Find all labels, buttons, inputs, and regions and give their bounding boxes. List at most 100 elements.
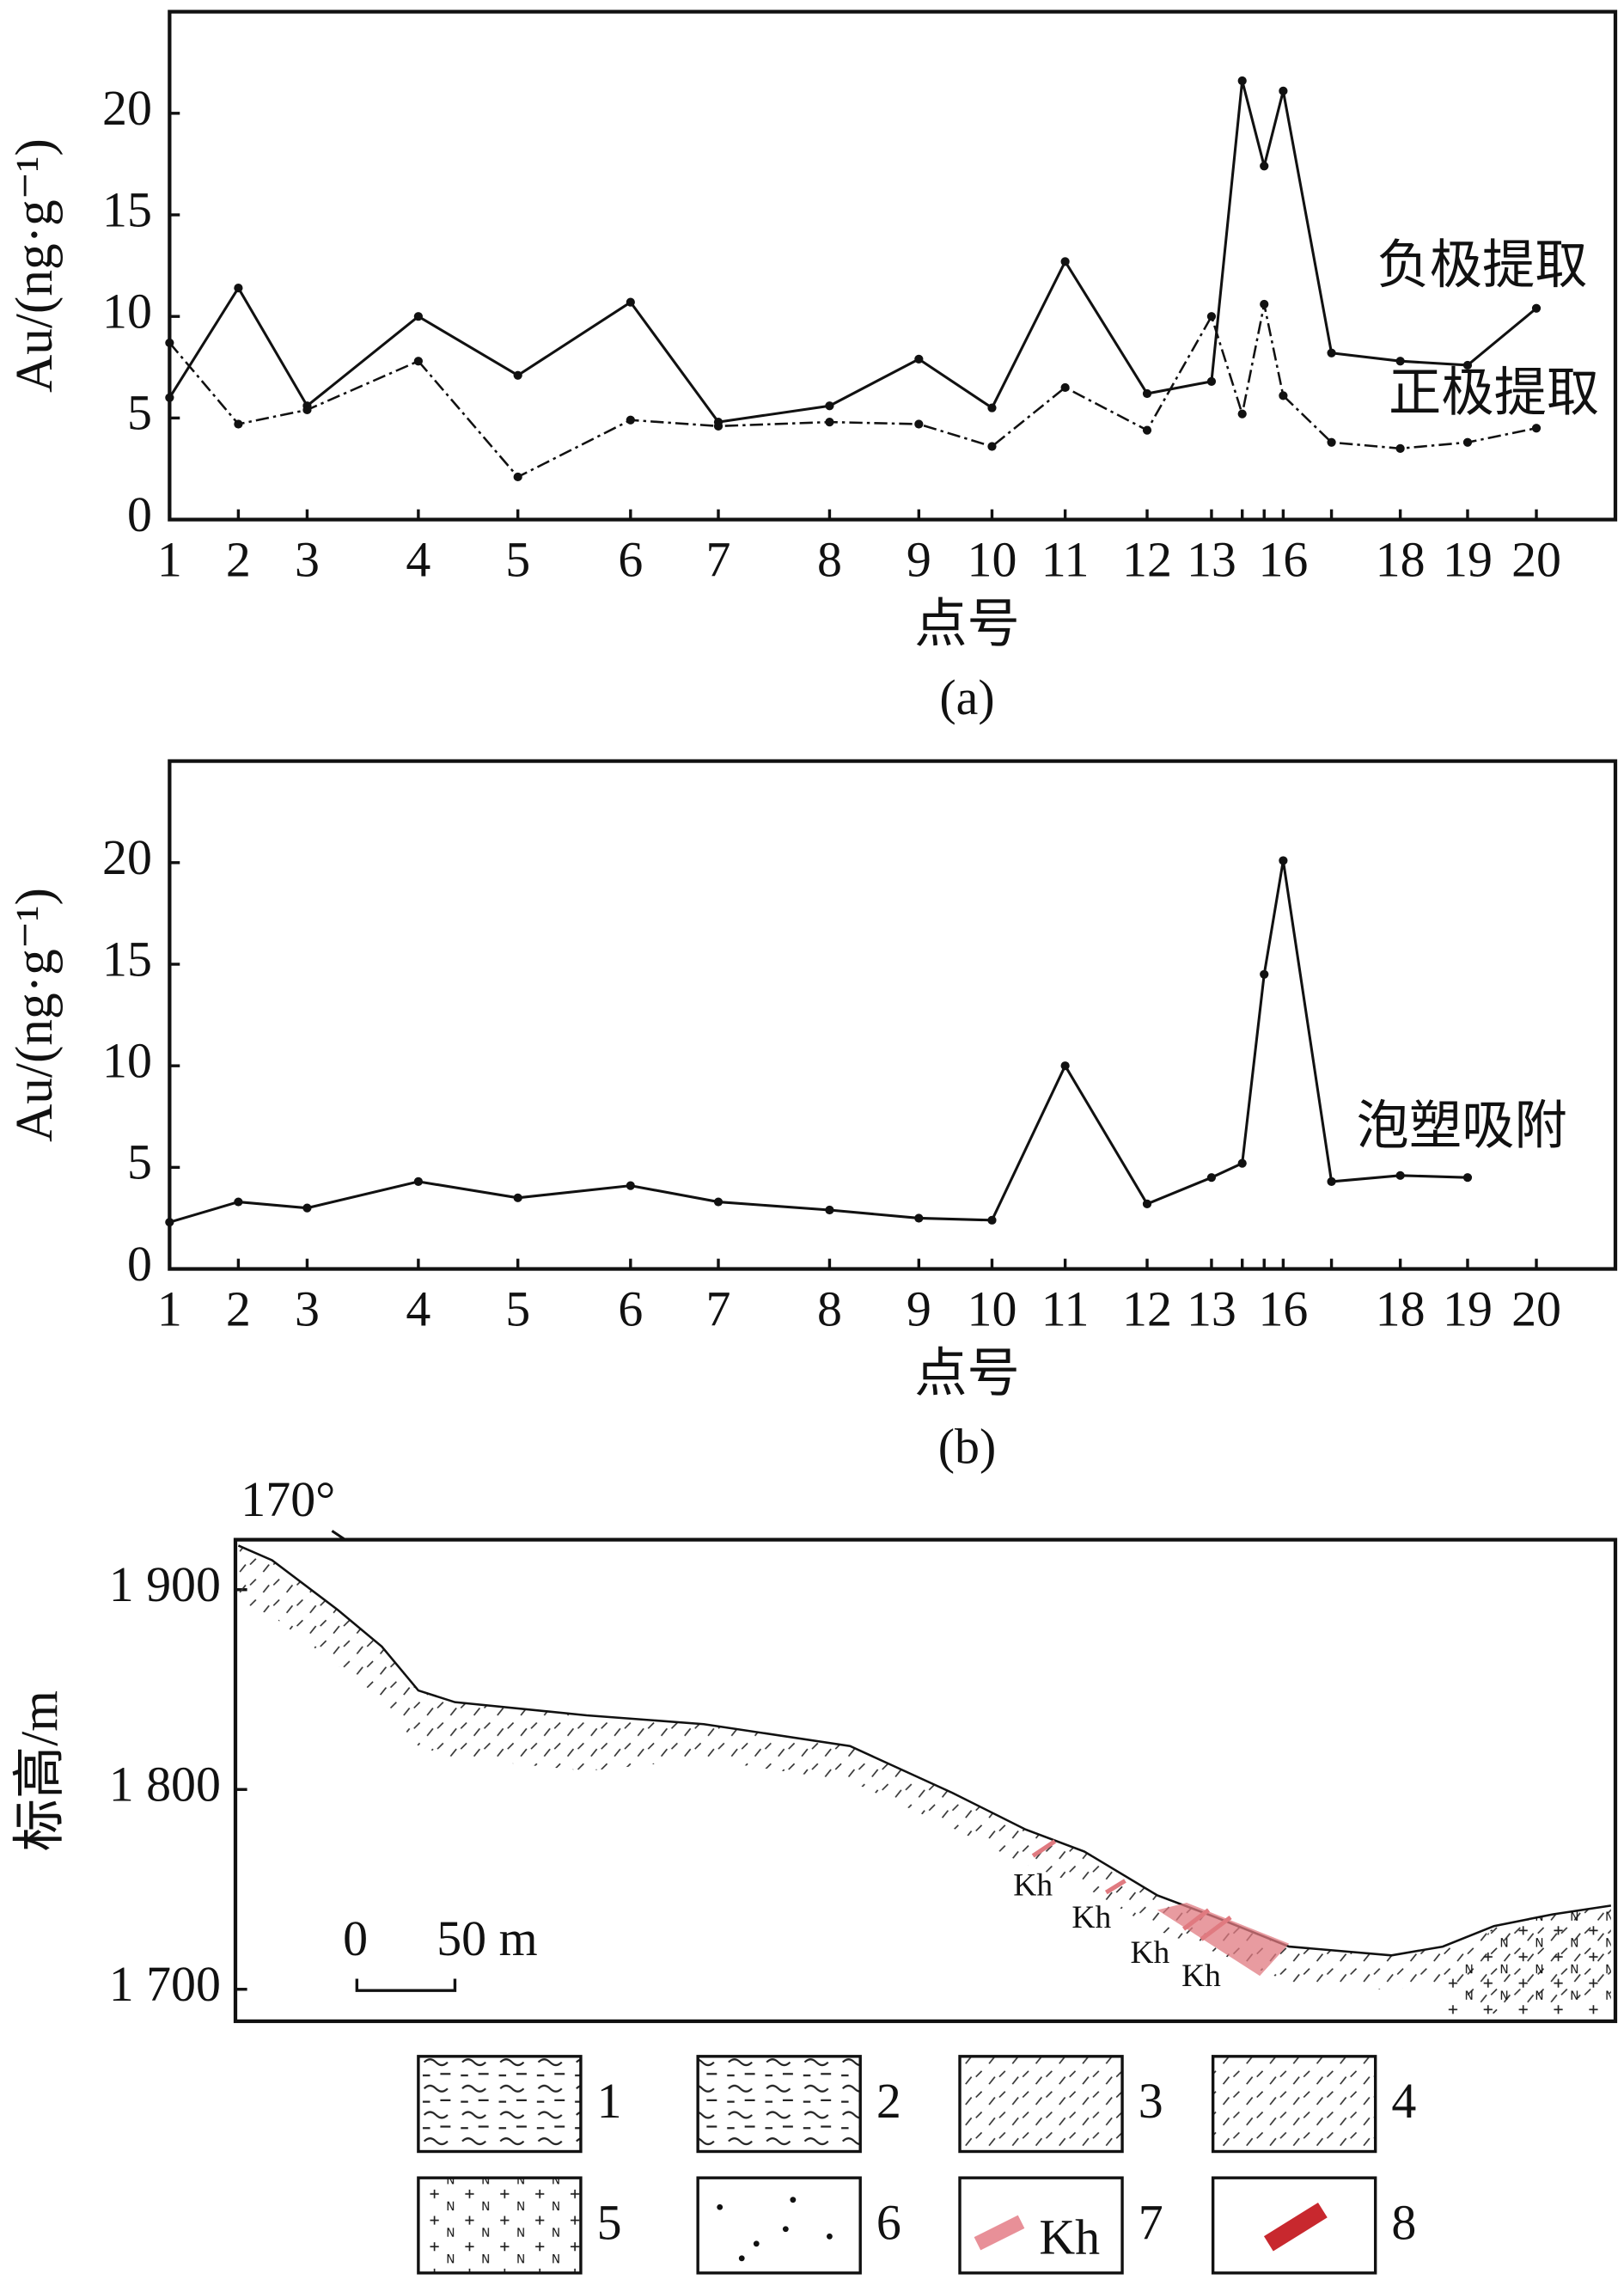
data-point [1279, 856, 1288, 865]
x-tick-label: 6 [618, 1281, 643, 1337]
data-point [1260, 162, 1269, 171]
y-tick-label: 20 [102, 829, 152, 885]
data-point [825, 418, 834, 427]
data-point [1237, 409, 1247, 419]
legend-text: Kh [1039, 2209, 1100, 2264]
data-point [1206, 1173, 1217, 1183]
y-axis-label: 标高/m [11, 1690, 70, 1851]
legend-box [417, 2176, 583, 2275]
series-line [168, 80, 1537, 424]
data-point [1279, 391, 1288, 400]
y-tick-label: 0 [127, 1236, 152, 1292]
panel-caption: (a) [939, 669, 994, 725]
x-tick-label: 19 [1443, 532, 1493, 588]
legend-box [696, 2176, 862, 2275]
x-tick-label: 16 [1258, 532, 1308, 588]
x-tick-label: 7 [706, 1281, 731, 1337]
ore-veins [1031, 1839, 1232, 1941]
ore-body [1157, 1902, 1290, 1977]
x-tick-label: 1 [157, 532, 182, 588]
data-point [1237, 76, 1247, 86]
data-point [1395, 1170, 1405, 1180]
legend-box [417, 2055, 583, 2154]
legend-box [696, 2055, 862, 2154]
data-point [914, 1213, 924, 1223]
data-point [513, 370, 522, 380]
x-tick-label: 20 [1511, 1281, 1561, 1337]
data-point [1237, 1158, 1247, 1168]
data-point [1260, 299, 1269, 309]
ore-label: Kh [1131, 1935, 1170, 1971]
data-point [234, 283, 243, 293]
x-tick-label: 1 [157, 1281, 182, 1337]
data-point [825, 1205, 834, 1215]
data-point [1462, 437, 1473, 447]
y-tick-label: 1 900 [109, 1556, 221, 1612]
data-point [513, 1193, 522, 1202]
scale-label: 50 m [437, 1910, 537, 1966]
y-axis-label: Au/(ng·g⁻¹) [5, 138, 64, 393]
legend-number: 8 [1391, 2194, 1416, 2250]
series-line [168, 860, 1468, 1224]
data-point [1260, 969, 1269, 979]
ore-label: Kh [1181, 1959, 1221, 1994]
x-tick-label: 8 [817, 1281, 842, 1337]
data-point [1327, 1177, 1336, 1187]
direction-arrow [235, 1530, 350, 1542]
x-tick-label: 11 [1041, 532, 1090, 588]
data-point [626, 1181, 635, 1190]
data-point [302, 405, 312, 415]
data-point [1462, 360, 1473, 370]
data-point [1279, 86, 1288, 95]
data-point [413, 312, 423, 321]
data-point [1531, 303, 1542, 313]
legend-dot [782, 2226, 789, 2233]
plot-frame [168, 759, 1618, 1271]
legend-dot [738, 2255, 745, 2262]
data-point [513, 472, 522, 482]
data-point [1531, 424, 1542, 433]
x-tick-label: 5 [505, 532, 530, 588]
data-point [165, 338, 174, 348]
data-point [234, 419, 243, 429]
x-tick-label: 18 [1376, 1281, 1426, 1337]
y-tick-label: 5 [127, 1134, 152, 1190]
series-label: 负极提取 [1377, 236, 1587, 295]
x-tick-label: 13 [1187, 532, 1236, 588]
x-tick-label: 9 [907, 532, 931, 588]
y-tick-label: 20 [102, 80, 152, 136]
x-tick-label: 10 [968, 1281, 1017, 1337]
data-point [1142, 388, 1152, 399]
y-tick-label: 5 [127, 385, 152, 441]
data-point [914, 419, 924, 429]
x-tick-label: 11 [1041, 1281, 1090, 1337]
data-point [987, 403, 997, 413]
data-point [234, 1197, 243, 1207]
legend-box [958, 2055, 1124, 2154]
x-axis-label: 点号 [914, 595, 1020, 653]
data-point [1462, 1173, 1473, 1183]
ore-label: Kh [1071, 1900, 1111, 1935]
section-frame [233, 1537, 1618, 2024]
legend-number: 7 [1139, 2194, 1163, 2250]
data-point [1142, 425, 1152, 435]
data-point [165, 1218, 174, 1227]
x-tick-label: 6 [618, 532, 643, 588]
data-point [713, 1197, 723, 1207]
series-line [168, 303, 1537, 479]
scale-label: 0 [343, 1910, 368, 1966]
x-tick-label: 2 [226, 532, 251, 588]
series-label: 泡塑吸附 [1357, 1097, 1567, 1156]
data-point [1060, 382, 1070, 393]
legend-dot [717, 2203, 723, 2210]
y-tick-label: 0 [127, 486, 152, 542]
panel-caption: (b) [938, 1419, 997, 1475]
legend-number: 2 [876, 2073, 901, 2129]
legend-box [1211, 2055, 1377, 2154]
x-tick-label: 8 [817, 532, 842, 588]
data-point [987, 1215, 997, 1225]
legend-dot [827, 2233, 833, 2240]
series-label: 正极提取 [1389, 364, 1599, 422]
data-point [914, 354, 924, 364]
granite-unit [1443, 1905, 1611, 2017]
